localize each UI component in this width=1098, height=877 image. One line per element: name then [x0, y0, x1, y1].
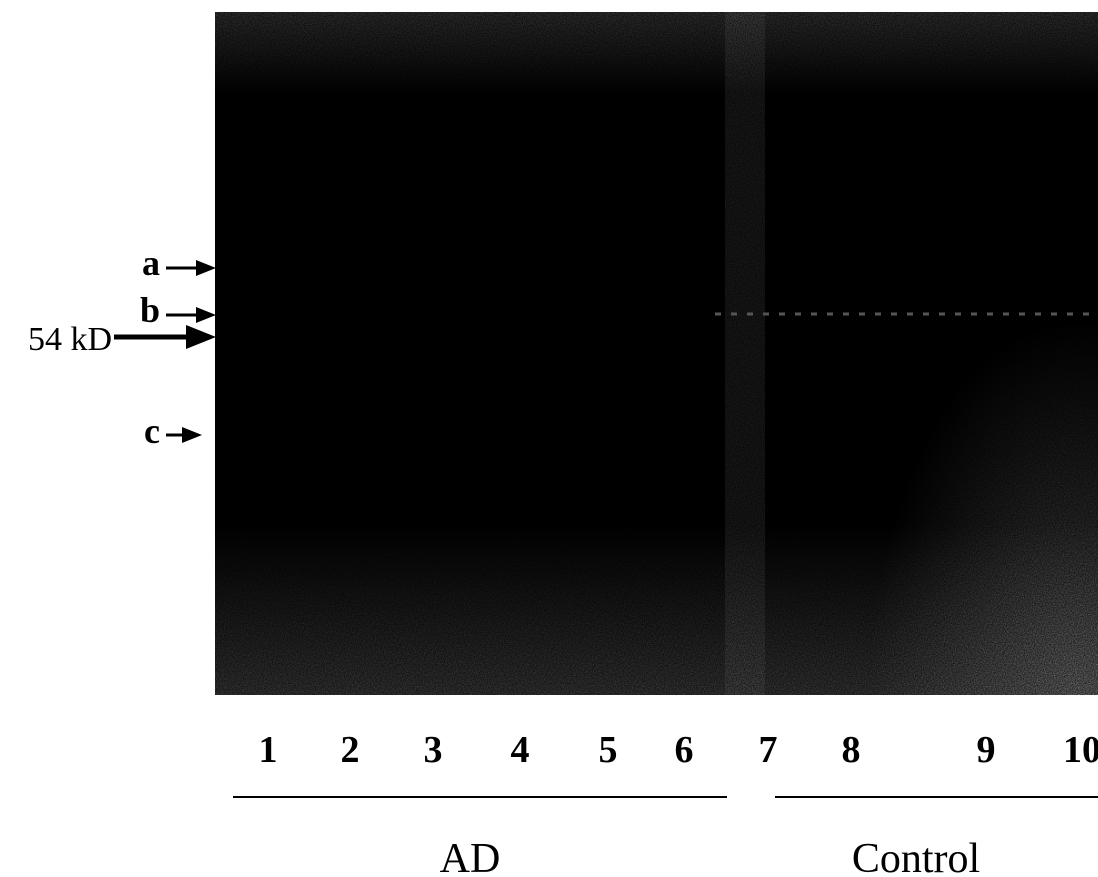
- lane-label: 3: [424, 729, 443, 771]
- lane-label: 1: [259, 729, 278, 771]
- marker-label: c: [144, 411, 160, 451]
- marker-label: b: [140, 290, 160, 330]
- marker-label: a: [142, 243, 160, 283]
- lane-label: 2: [341, 729, 360, 771]
- marker-arrows: [114, 260, 216, 443]
- lane-label: 5: [599, 729, 618, 771]
- group-label: AD: [440, 836, 501, 877]
- group-label: Control: [852, 836, 980, 877]
- lane-label: 6: [675, 729, 694, 771]
- blot: [215, 12, 1098, 695]
- lane-label: 9: [977, 729, 996, 771]
- lane-label: 4: [511, 729, 530, 771]
- lane-label: 10: [1063, 729, 1098, 771]
- lane-label: 8: [842, 729, 861, 771]
- marker-label: 54 kD: [28, 321, 112, 358]
- lane-label: 7: [759, 729, 778, 771]
